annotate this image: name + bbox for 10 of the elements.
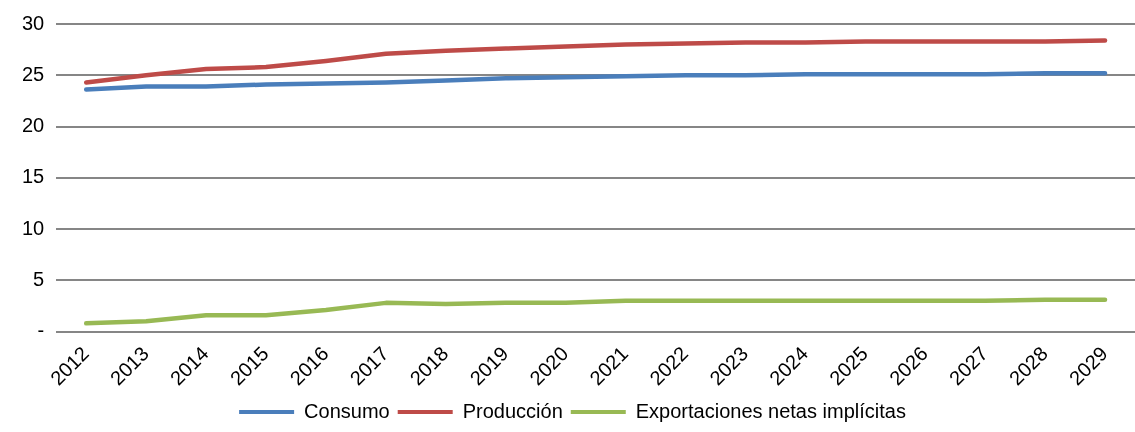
y-tick-label: 15	[22, 165, 45, 188]
y-tick-label: 25	[22, 62, 45, 85]
legend-label: Consumo	[304, 399, 390, 422]
y-tick-label: 20	[22, 114, 45, 137]
y-tick-label: -	[37, 319, 45, 342]
y-tick-label: 30	[22, 11, 45, 34]
legend-label: Producción	[462, 399, 563, 422]
y-tick-label: 5	[33, 267, 45, 290]
legend-label: Exportaciones netas implícitas	[635, 399, 906, 422]
y-tick-label: 10	[22, 216, 45, 239]
